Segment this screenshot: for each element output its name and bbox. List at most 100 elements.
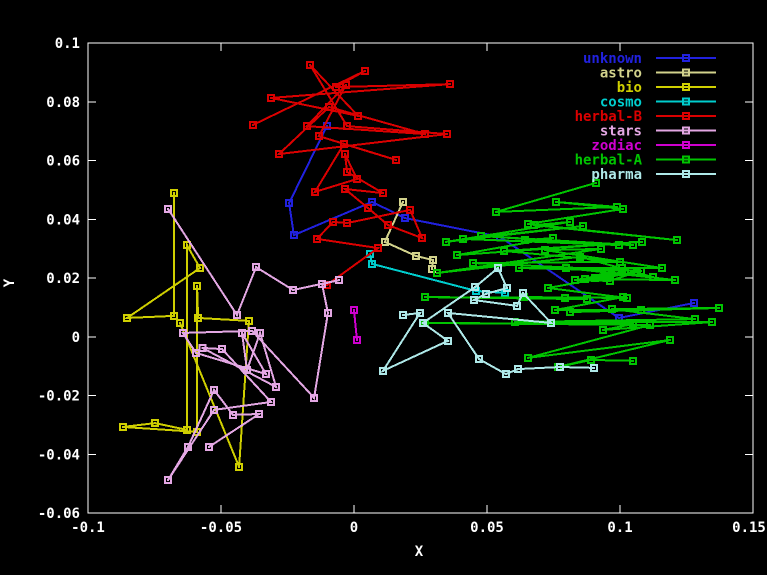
data-point-center-dot — [517, 368, 520, 371]
data-point-marker — [267, 397, 276, 406]
data-point-center-dot — [516, 304, 519, 307]
data-point-marker — [469, 296, 478, 305]
data-point-center-dot — [346, 125, 349, 128]
data-point-center-dot — [383, 240, 386, 243]
data-point-center-dot — [504, 373, 507, 376]
data-point-center-dot — [387, 224, 390, 227]
data-point-center-dot — [201, 346, 204, 349]
data-point-marker — [666, 335, 675, 344]
data-point-center-dot — [325, 284, 328, 287]
data-point-marker — [331, 83, 340, 92]
data-point-center-dot — [221, 348, 224, 351]
legend-marker-dot — [685, 71, 687, 74]
data-point-marker — [324, 103, 333, 112]
data-point-center-dot — [126, 316, 129, 319]
data-point-center-dot — [208, 445, 211, 448]
data-point-marker — [378, 189, 387, 198]
axis-ticks: -0.1 -0.05 0 0.05 0.1 0.15 0.1 0.08 0.06 0.04 0.02… — [38, 36, 766, 536]
data-point-marker — [492, 207, 501, 216]
data-point-marker — [398, 311, 407, 320]
data-point-center-dot — [317, 135, 320, 138]
data-point-center-dot — [255, 266, 258, 269]
data-point-marker — [306, 61, 315, 70]
y-tick-label: 0 — [72, 330, 80, 346]
series-herbal-B — [248, 61, 455, 290]
data-point-center-dot — [404, 217, 407, 220]
series-line-zodiac — [353, 309, 358, 341]
data-point-center-dot — [213, 408, 216, 411]
data-point-marker — [368, 259, 377, 268]
data-point-marker — [618, 204, 627, 213]
data-point-center-dot — [694, 318, 697, 321]
legend-label-herbal-B: herbal-B — [575, 109, 642, 125]
data-point-center-dot — [446, 311, 449, 314]
data-point-center-dot — [611, 308, 614, 311]
data-point-center-dot — [526, 222, 529, 225]
data-point-center-dot — [521, 291, 524, 294]
data-point-marker — [392, 155, 401, 164]
data-point-marker — [182, 241, 191, 250]
legend-row-stars: stars — [600, 124, 716, 140]
legend-label-bio: bio — [617, 80, 642, 96]
data-point-marker — [637, 306, 646, 315]
legend-row-cosmo: cosmo — [600, 95, 716, 111]
data-point-center-dot — [624, 270, 627, 273]
data-point-center-dot — [313, 190, 316, 193]
data-point-center-dot — [198, 267, 201, 270]
data-point-center-dot — [401, 200, 404, 203]
data-point-marker — [429, 256, 438, 265]
data-point-center-dot — [616, 205, 619, 208]
data-point-center-dot — [563, 296, 566, 299]
data-point-center-dot — [504, 291, 507, 294]
series-pharma — [378, 264, 598, 379]
data-point-marker — [621, 267, 630, 276]
data-point-center-dot — [355, 338, 358, 341]
y-tick-label: 0.06 — [46, 154, 80, 170]
data-point-marker — [398, 197, 407, 206]
data-point-marker — [244, 316, 253, 325]
data-point-center-dot — [326, 311, 329, 314]
data-point-marker — [565, 217, 574, 226]
data-point-marker — [476, 231, 485, 240]
data-point-marker — [353, 111, 362, 120]
data-point-center-dot — [641, 240, 644, 243]
data-point-center-dot — [344, 84, 347, 87]
data-point-center-dot — [619, 260, 621, 263]
legend-marker — [682, 97, 690, 106]
data-point-marker — [579, 222, 588, 231]
legend-marker-dot — [685, 86, 687, 88]
data-point-marker — [468, 259, 477, 268]
data-point-center-dot — [449, 83, 452, 86]
data-point-center-dot — [353, 309, 355, 312]
data-point-center-dot — [632, 359, 635, 362]
data-point-marker — [714, 303, 723, 312]
legend-label-pharma: pharma — [591, 167, 642, 183]
data-point-center-dot — [533, 224, 536, 227]
data-point-center-dot — [187, 445, 190, 448]
data-point-marker — [123, 313, 132, 322]
data-point-marker — [274, 150, 283, 159]
legend-marker-dot — [685, 173, 687, 175]
x-tick-label: -0.05 — [200, 520, 242, 536]
data-point-marker — [164, 476, 173, 485]
data-point-center-dot — [546, 286, 549, 289]
data-point-marker — [547, 318, 556, 327]
data-point-marker — [335, 276, 344, 285]
legend-marker — [682, 68, 690, 77]
legend-marker-dot — [685, 115, 687, 117]
data-point-marker — [360, 66, 369, 75]
data-point-center-dot — [346, 170, 349, 173]
legend-marker-dot — [685, 100, 687, 103]
data-point-marker — [406, 205, 415, 214]
data-point-center-dot — [316, 237, 319, 240]
data-point-center-dot — [194, 351, 197, 354]
data-point-marker — [443, 336, 452, 345]
data-point-center-dot — [661, 267, 664, 270]
series-herbal-A — [421, 178, 723, 372]
data-point-center-dot — [235, 314, 238, 317]
x-tick-label: 0.1 — [607, 520, 632, 536]
data-point-marker — [502, 283, 511, 292]
data-point-marker — [232, 311, 241, 320]
data-point-marker — [182, 425, 191, 434]
data-point-marker — [310, 187, 319, 196]
